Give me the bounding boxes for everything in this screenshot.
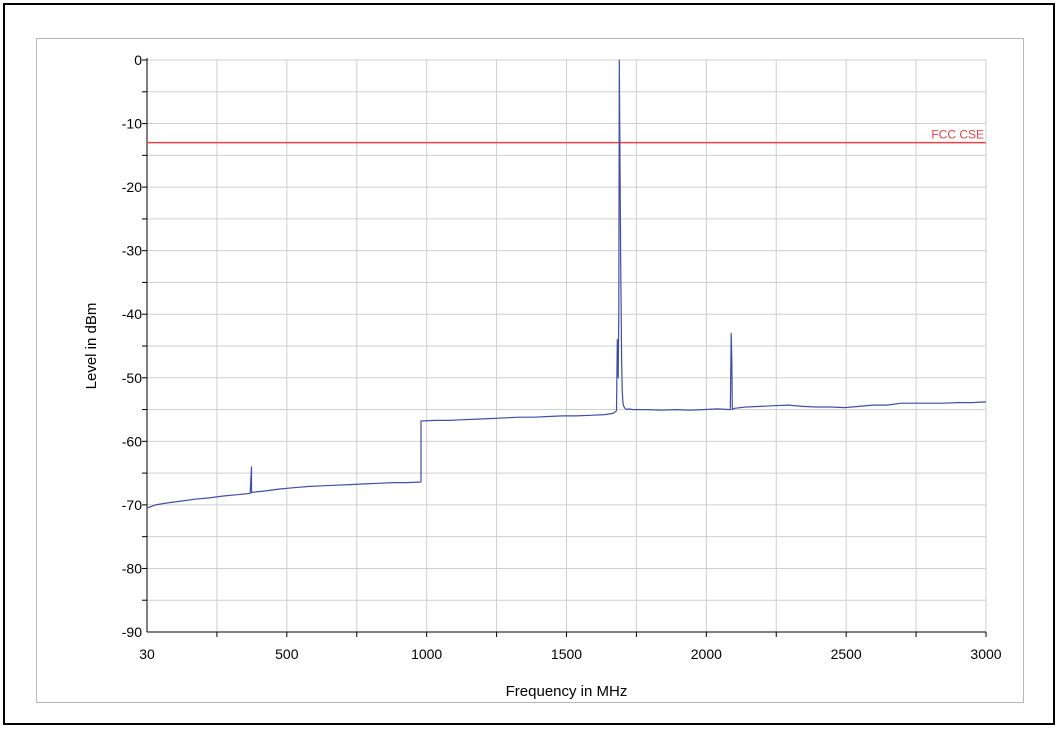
y-tick-label: -50 (122, 370, 142, 386)
y-tick-label: -30 (122, 243, 142, 259)
plot-panel (36, 38, 1024, 703)
series-group (146, 59, 987, 509)
axes (142, 58, 987, 637)
x-tick-labels: 30 500 1000 1500 2000 2500 3000 (139, 646, 1002, 662)
y-tick-labels: 0 -10 -20 -30 -40 -50 -60 -70 -80 -90 (122, 52, 142, 640)
y-tick-label: -80 (122, 560, 142, 576)
series-line (146, 59, 987, 509)
x-tick-label: 2500 (831, 646, 862, 662)
x-tick-label: 30 (139, 646, 155, 662)
fcc-cse-limit-label: FCC CSE (931, 128, 984, 142)
x-tick-label: 1500 (551, 646, 582, 662)
y-tick-label: 0 (134, 52, 142, 68)
limit-line-group: FCC CSE (147, 128, 986, 144)
y-tick-label: -90 (122, 624, 142, 640)
x-tick-label: 3000 (970, 646, 1001, 662)
x-axis-title: Frequency in MHz (506, 683, 628, 700)
y-tick-label: -10 (122, 116, 142, 132)
grid-lines (147, 59, 987, 632)
y-axis-title: Level in dBm (83, 303, 100, 390)
y-tick-label: -40 (122, 306, 142, 322)
x-tick-label: 500 (275, 646, 299, 662)
y-tick-label: -60 (122, 433, 142, 449)
x-tick-label: 1000 (411, 646, 442, 662)
y-tick-label: -20 (122, 179, 142, 195)
y-tick-label: -70 (122, 497, 142, 513)
x-tick-label: 2000 (691, 646, 722, 662)
